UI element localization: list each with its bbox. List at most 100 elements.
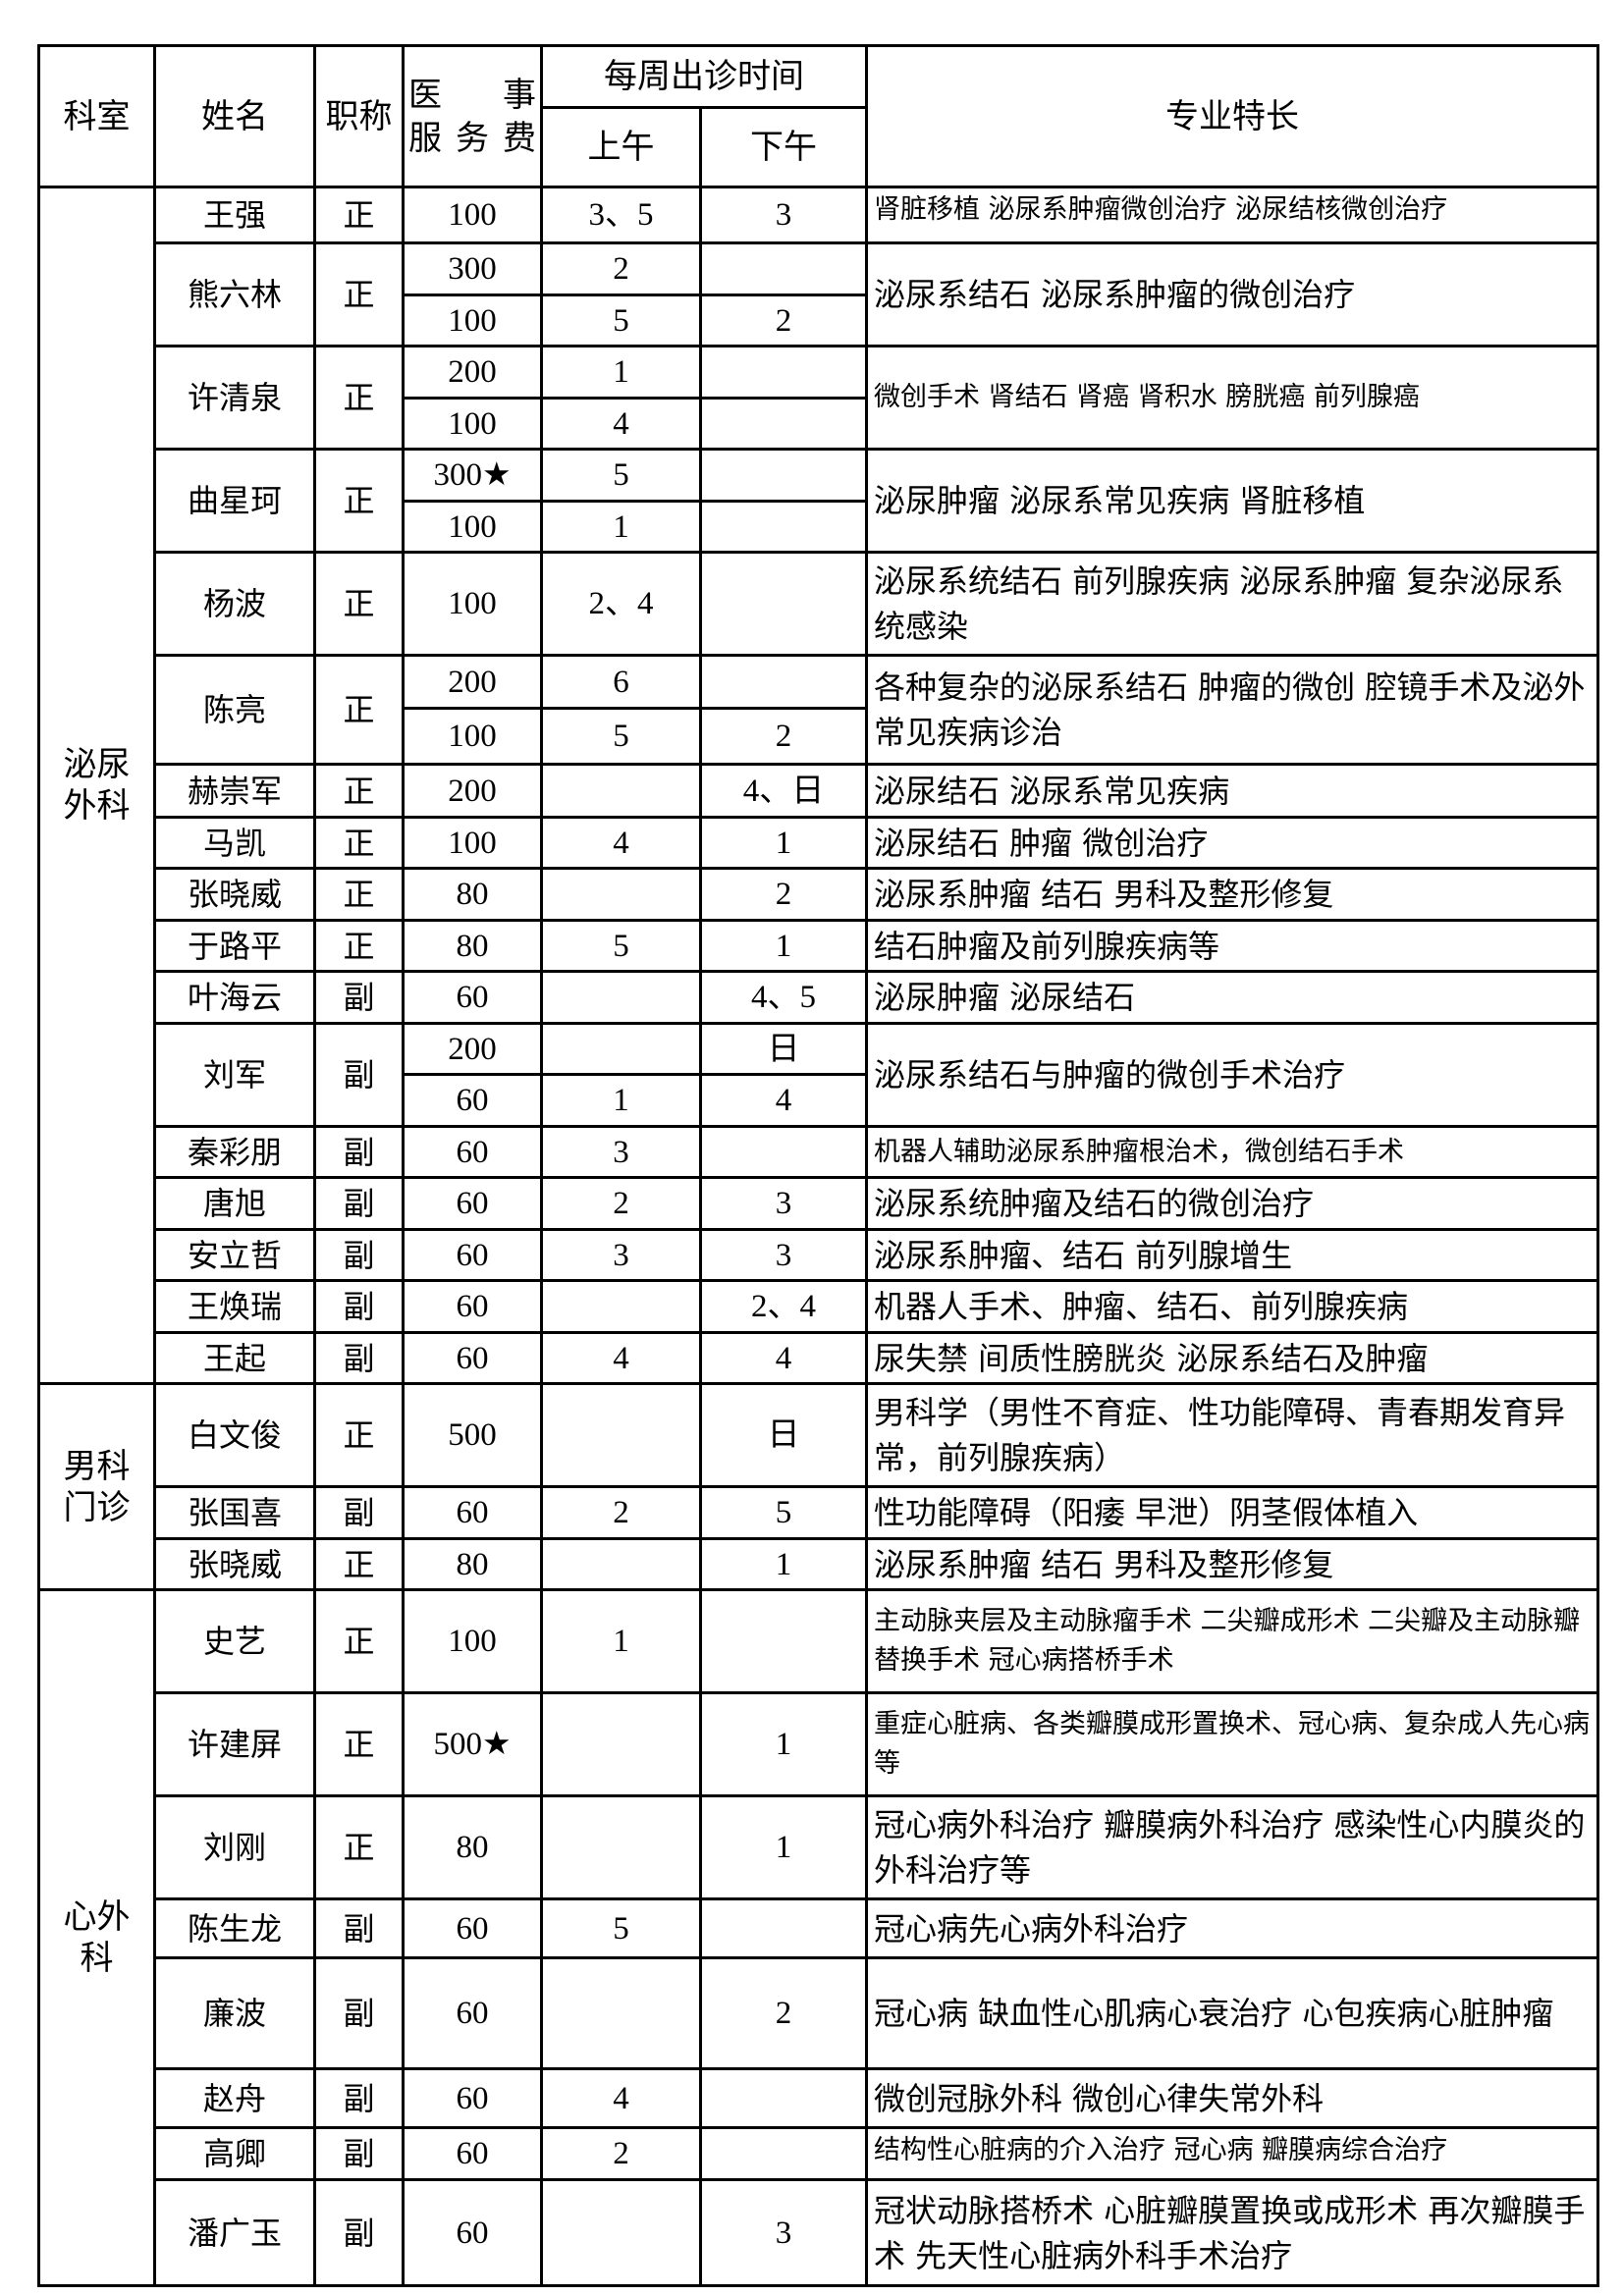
service-fee: 100 [402, 707, 543, 766]
specialty-cell: 性功能障碍（阳痿 早泄）阴茎假体植入 [865, 1485, 1599, 1540]
doctor-name: 马凯 [153, 816, 316, 870]
specialty-cell: 泌尿系结石 泌尿系肿瘤的微创治疗 [865, 241, 1599, 347]
doctor-title: 正 [313, 1537, 405, 1591]
specialty-text: 泌尿系肿瘤 结石 男科及整形修复 [874, 1545, 1334, 1583]
morning-session: 3 [540, 1228, 702, 1282]
specialty-cell: 各种复杂的泌尿系结石 肿瘤的微创 腔镜手术及泌外常见疾病诊治 [865, 654, 1599, 766]
table-row: 100 5 2 [39, 294, 1598, 347]
table-row: 许清泉正 200 1 微创手术 肾结石 肾癌 肾积水 膀胱癌 前列腺癌 [39, 345, 1599, 451]
service-fee: 100 [402, 500, 543, 554]
afternoon-session [699, 551, 868, 657]
service-fee: 60 [402, 1485, 543, 1540]
table-row: 100 5 2 [39, 707, 1598, 766]
table-row: 马凯正 100 4 1 泌尿结石 肿瘤 微创治疗 [39, 816, 1599, 870]
doctor-name: 王起 [153, 1331, 316, 1385]
morning-session: 1 [540, 1073, 702, 1128]
morning-session: 6 [540, 654, 702, 710]
morning-session: 2 [540, 1485, 702, 1540]
doctor-name: 张晓威 [153, 1537, 316, 1591]
specialty-text: 冠状动脉搭桥术 心脏瓣膜置换或成形术 再次瓣膜手术 先天性心脏病外科手术治疗 [874, 2191, 1586, 2274]
table-row: 100 1 [39, 500, 1598, 554]
doctor-title: 副 [313, 1485, 405, 1540]
specialty-text: 泌尿系统结石 前列腺疾病 泌尿系肿瘤 复杂泌尿系统感染 [874, 562, 1564, 645]
doctor-title: 正 [313, 816, 405, 870]
morning-session: 5 [540, 1897, 702, 1959]
specialty-text: 男科学（男性不育症、性功能障碍、青春期发育异常，前列腺疾病） [874, 1394, 1566, 1476]
afternoon-session: 4 [699, 1331, 868, 1385]
table-row: 许建屏正 500★ 1 重症心脏病、各类瓣膜成形置换术、冠心病、复杂成人先心病等 [39, 1691, 1599, 1797]
table-row: 刘刚正 80 1 冠心病外科治疗 瓣膜病外科治疗 感染性心内膜炎的外科治疗等 [39, 1794, 1599, 1900]
service-fee: 60 [402, 1331, 543, 1385]
afternoon-session [699, 1125, 868, 1179]
service-fee: 60 [402, 970, 543, 1025]
morning-session: 4 [540, 2067, 702, 2129]
doctor-title: 正 [313, 1588, 405, 1694]
specialty-text: 结构性心脏病的介入治疗 冠心病 瓣膜病综合治疗 [874, 2135, 1448, 2165]
table-row: 泌尿外科 王强正 100 3、5 3 肾脏移植 泌尿系肿瘤微创治疗 泌尿结核微创治疗 [37, 186, 1599, 1385]
table-row: 100 4 [39, 397, 1598, 451]
doctor-name: 王强 [153, 186, 316, 244]
morning-session [540, 2178, 702, 2287]
table-row: 杨波正 100 2、4 泌尿系统结石 前列腺疾病 泌尿系肿瘤 复杂泌尿系统感染 [39, 551, 1599, 657]
service-fee: 100 [402, 397, 543, 451]
afternoon-session: 3 [699, 1176, 868, 1231]
specialty-cell: 冠心病 缺血性心肌病心衰治疗 心包疾病心脏肿瘤 [865, 1956, 1599, 2070]
specialty-text: 肾脏移植 泌尿系肿瘤微创治疗 泌尿结核微创治疗 [874, 194, 1448, 225]
specialty-text: 机器人手术、肿瘤、结石、前列腺疾病 [874, 1288, 1409, 1325]
specialty-text: 机器人辅助泌尿系肿瘤根治术，微创结石手术 [874, 1136, 1404, 1167]
morning-session: 3 [540, 1125, 702, 1179]
morning-session: 5 [540, 919, 702, 973]
doctor-name: 刘军 [153, 1022, 316, 1128]
morning-session [540, 1956, 702, 2070]
afternoon-session: 2 [699, 867, 868, 922]
clinic-schedule-table: 科室 姓名 职称 医 事 服务费 每周出诊时间 专业特长 上午 下午 泌尿外科王… [37, 44, 1599, 2287]
table-row: 熊六林正 300 2 泌尿系结石 泌尿系肿瘤的微创治疗 [39, 241, 1599, 347]
morning-session: 1 [540, 500, 702, 554]
header-fee: 医 事 服务费 [402, 44, 543, 188]
specialty-cell: 泌尿系肿瘤 结石 男科及整形修复 [865, 1537, 1599, 1591]
doctor-name: 叶海云 [153, 970, 316, 1025]
specialty-cell: 泌尿系统肿瘤及结石的微创治疗 [865, 1176, 1599, 1231]
service-fee: 60 [402, 1228, 543, 1282]
table-row: 60 1 4 [39, 1073, 1598, 1128]
specialty-text: 泌尿结石 泌尿系常见疾病 [874, 772, 1230, 810]
table-row: 赫崇军正 200 4、日 泌尿结石 泌尿系常见疾病 [39, 763, 1599, 819]
table-row: 陈生龙副 60 5 冠心病先心病外科治疗 [39, 1897, 1599, 1959]
service-fee: 200 [402, 654, 543, 710]
morning-session: 4 [540, 397, 702, 451]
morning-session [540, 763, 702, 819]
doctor-title: 正 [313, 867, 405, 922]
service-fee: 80 [402, 919, 543, 973]
specialty-cell: 泌尿系统结石 前列腺疾病 泌尿系肿瘤 复杂泌尿系统感染 [865, 551, 1599, 657]
doctor-name: 刘刚 [153, 1794, 316, 1900]
specialty-cell: 冠心病先心病外科治疗 [865, 1897, 1599, 1959]
morning-session: 5 [540, 707, 702, 766]
table-row: 赵舟副 60 4 微创冠脉外科 微创心律失常外科 [39, 2067, 1599, 2129]
specialty-cell: 泌尿肿瘤 泌尿系常见疾病 肾脏移植 [865, 448, 1599, 554]
department-cell: 心外科 [37, 1588, 156, 2287]
doctor-title: 正 [313, 919, 405, 973]
doctor-name: 陈亮 [153, 654, 316, 766]
morning-session [540, 1279, 702, 1334]
specialty-text: 泌尿肿瘤 泌尿结石 [874, 979, 1136, 1016]
afternoon-session [699, 1897, 868, 1959]
specialty-text: 微创冠脉外科 微创心律失常外科 [874, 2079, 1325, 2117]
doctor-title: 副 [313, 1279, 405, 1334]
service-fee: 200 [402, 345, 543, 400]
service-fee: 80 [402, 1794, 543, 1900]
table-row: 王焕瑞副 60 2、4 机器人手术、肿瘤、结石、前列腺疾病 [39, 1279, 1599, 1334]
doctor-title: 正 [313, 345, 405, 451]
specialty-text: 冠心病 缺血性心肌病心衰治疗 心包疾病心脏肿瘤 [874, 1995, 1554, 2032]
doctor-title: 正 [313, 241, 405, 347]
morning-session: 5 [540, 294, 702, 347]
subheader-row: 上午 下午 [39, 106, 1598, 188]
table-row: 高卿副 60 2 结构性心脏病的介入治疗 冠心病 瓣膜病综合治疗 [39, 2126, 1599, 2181]
header-afternoon: 下午 [699, 106, 868, 188]
table-row: 刘军副 200 日泌尿系结石与肿瘤的微创手术治疗 [39, 1022, 1599, 1128]
afternoon-session [699, 1588, 868, 1694]
doctor-title: 正 [313, 186, 405, 244]
doctor-title: 正 [313, 1794, 405, 1900]
service-fee: 60 [402, 1125, 543, 1179]
service-fee: 80 [402, 1537, 543, 1591]
specialty-text: 重症心脏病、各类瓣膜成形置换术、冠心病、复杂成人先心病等 [874, 1709, 1590, 1779]
